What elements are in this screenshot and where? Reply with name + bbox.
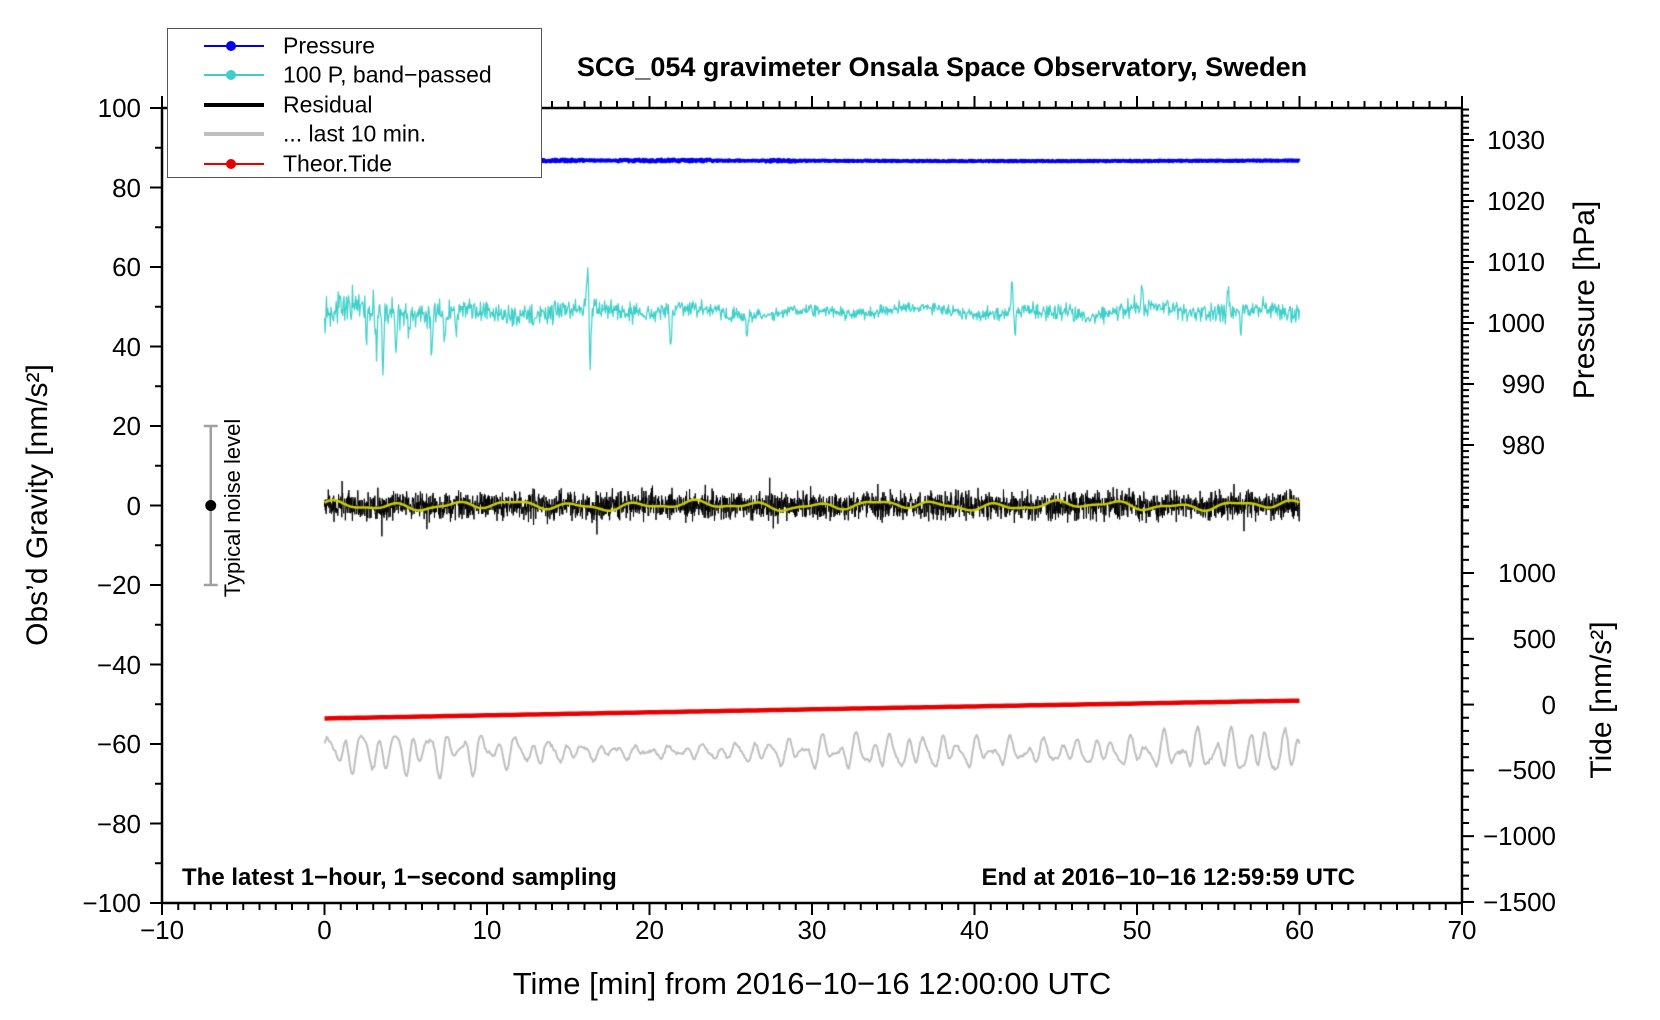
tide-tick-label: −1500 [1482, 886, 1556, 917]
gravity-tick-label: −60 [96, 729, 141, 759]
x-tick-label: 40 [960, 915, 989, 945]
gravity-tick-label: −20 [96, 570, 141, 600]
x-tick-label: 60 [1285, 915, 1314, 945]
pressure-tick-label: 1020 [1487, 186, 1545, 216]
legend-line-sample [204, 102, 264, 107]
legend-marker-dot [226, 70, 236, 81]
legend-item-label: ... last 10 min. [283, 120, 427, 147]
gravity-tick-label: −80 [96, 808, 141, 839]
legend-marker-dot [226, 158, 236, 169]
tide-tick-label: 0 [1541, 689, 1556, 720]
legend-item: Pressure [168, 31, 541, 61]
x-tick-label: 20 [635, 915, 664, 945]
gravity-tick-label: −100 [82, 888, 141, 918]
pressure-tick-label: 1030 [1487, 125, 1545, 155]
sampling-note: The latest 1−hour, 1−second sampling [182, 864, 617, 891]
x-tick-label: −10 [139, 915, 185, 945]
x-tick-label: 0 [317, 915, 332, 945]
legend-line-sample [204, 132, 264, 137]
tide-tick-label: −1000 [1482, 821, 1556, 852]
pressure-tick-label: 980 [1501, 430, 1545, 460]
gravity-tick-label: 0 [126, 490, 141, 521]
gravity-tick-label: 100 [97, 93, 141, 123]
legend-marker-dot [226, 41, 236, 51]
legend-item: Theor.Tide [168, 149, 541, 179]
legend-item-label: 100 P, band−passed [283, 61, 492, 88]
gravity-tick-label: 20 [112, 411, 141, 441]
y-tide-axis-label: Tide [nm/s²] [1585, 621, 1618, 779]
legend-item: 100 P, band−passed [168, 60, 541, 90]
gravity-tick-label: −40 [96, 649, 141, 680]
gravity-tick-label: 80 [112, 172, 141, 203]
legend-item: Residual [168, 90, 541, 120]
x-axis-label: Time [min] from 2016−10−16 12:00:00 UTC [512, 966, 1112, 1001]
pressure-tick-label: 1010 [1487, 247, 1545, 277]
pressure-tick-label: 990 [1501, 369, 1545, 399]
gravity-tick-label: 40 [112, 331, 141, 362]
tide-tick-label: 500 [1512, 623, 1556, 654]
tide-tick-label: 1000 [1498, 558, 1556, 588]
legend-item-label: Theor.Tide [283, 150, 393, 177]
x-tick-label: 50 [1122, 915, 1152, 945]
legend-item-label: Pressure [283, 32, 376, 59]
gravity-tick-label: 60 [112, 252, 141, 282]
noise-bar-dot [205, 500, 217, 511]
legend-item-label: Residual [283, 91, 373, 118]
chart-title: SCG_054 gravimeter Onsala Space Observat… [576, 52, 1308, 82]
noise-level-label: Typical noise level [220, 418, 245, 598]
end-time-note: End at 2016−10−16 12:59:59 UTC [981, 864, 1355, 891]
pressure-tick-label: 1000 [1487, 308, 1545, 338]
y-pressure-axis-label: Pressure [hPa] [1568, 200, 1601, 400]
x-tick-label: 70 [1447, 915, 1477, 945]
x-tick-label: 30 [797, 915, 827, 945]
x-tick-label: 10 [472, 915, 502, 945]
legend-item: ... last 10 min. [168, 119, 541, 149]
tide-tick-label: −500 [1497, 755, 1556, 786]
legend-box: Pressure 100 P, band−passed Residual... la… [167, 28, 542, 178]
